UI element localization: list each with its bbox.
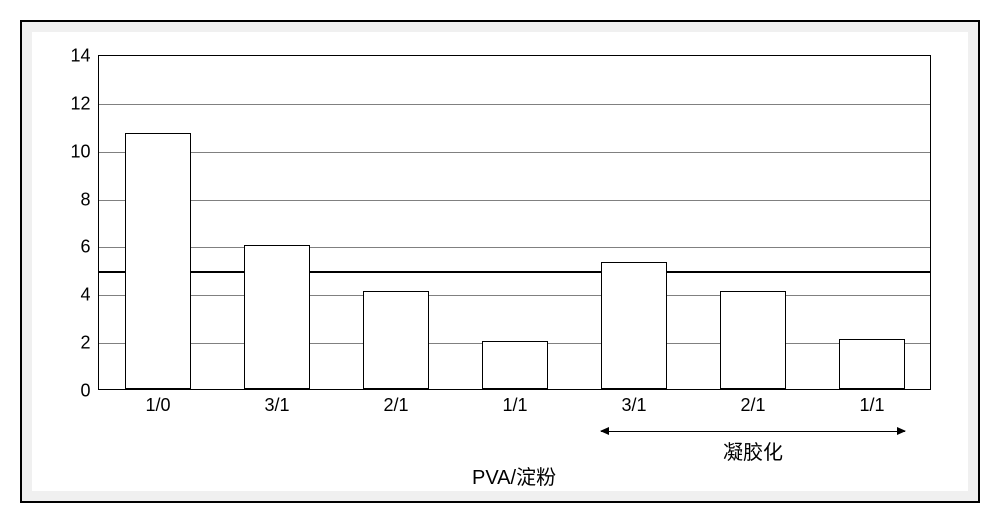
xtick-label: 1/0 <box>146 395 171 416</box>
ytick-label: 2 <box>81 333 91 354</box>
gridline <box>99 152 930 153</box>
ytick-label: 12 <box>70 93 90 114</box>
bar <box>839 339 904 389</box>
x-axis-label: PVA/淀粉 <box>472 461 556 490</box>
gridline <box>99 295 930 296</box>
plot-area: 024681012141/03/12/11/13/12/11/1凝胶化PVA/淀… <box>98 55 931 390</box>
ytick-label: 0 <box>81 381 91 402</box>
ytick-label: 4 <box>81 285 91 306</box>
reference-line <box>99 271 930 273</box>
bar <box>601 262 666 389</box>
bar <box>125 133 190 389</box>
gridline <box>99 104 930 105</box>
annotation-arrow <box>601 431 904 432</box>
xtick-label: 1/1 <box>860 395 885 416</box>
ytick-label: 14 <box>70 45 90 66</box>
annotation-range: 凝胶化 <box>601 423 904 465</box>
xtick-label: 3/1 <box>265 395 290 416</box>
ytick-label: 8 <box>81 189 91 210</box>
xtick-label: 3/1 <box>622 395 647 416</box>
bar <box>720 291 785 389</box>
chart-frame: 0 2 4 6 8 10 12 14 1/0 3/1 2/1 1/1 3/1 2/1 1/1 凝胶化 PVA/淀… <box>20 20 980 503</box>
xtick-label: 1/1 <box>503 395 528 416</box>
ytick-label: 10 <box>70 141 90 162</box>
chart-inner: 0 2 4 6 8 10 12 14 1/0 3/1 2/1 1/1 3/1 2/1 1/1 凝胶化 PVA/淀… <box>32 32 968 491</box>
bar <box>244 245 309 389</box>
bar <box>482 341 547 389</box>
gridline <box>99 200 930 201</box>
xtick-label: 2/1 <box>741 395 766 416</box>
bar <box>363 291 428 389</box>
xtick-label: 2/1 <box>384 395 409 416</box>
ytick-label: 6 <box>81 237 91 258</box>
annotation-label: 凝胶化 <box>723 436 783 465</box>
gridline <box>99 247 930 248</box>
